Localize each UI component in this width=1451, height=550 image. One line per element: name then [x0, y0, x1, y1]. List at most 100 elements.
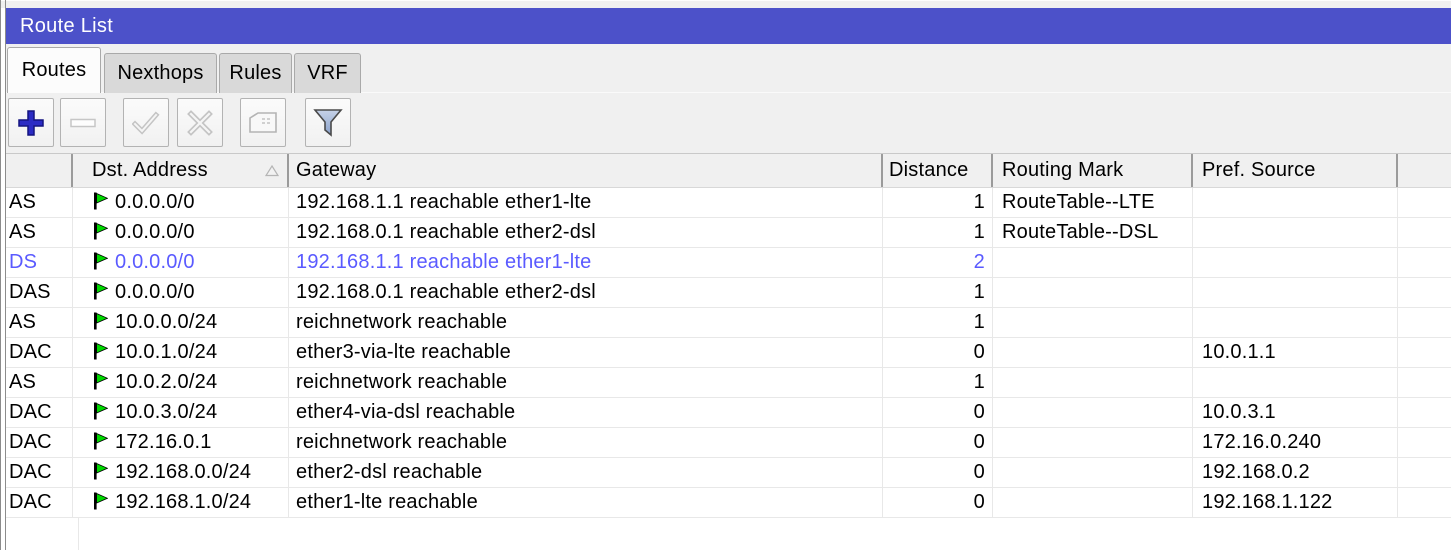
route-gateway-cell: ether4-via-dsl reachable — [289, 398, 883, 427]
tabstrip-divider — [6, 92, 1451, 93]
route-distance-cell: 1 — [883, 218, 993, 247]
tab-vrf[interactable]: VRF — [294, 53, 361, 93]
window-left-border — [0, 0, 6, 550]
route-gateway-cell: reichnetwork reachable — [289, 428, 883, 457]
route-dst-cell: 0.0.0.0/0 — [73, 248, 289, 277]
route-dst-cell: 0.0.0.0/0 — [73, 188, 289, 217]
route-gateway-cell: 192.168.1.1 reachable ether1-lte — [289, 188, 883, 217]
disable-route-button[interactable] — [177, 98, 223, 147]
route-empty-cell — [1398, 218, 1451, 247]
column-header-pref-source[interactable]: Pref. Source — [1193, 154, 1398, 187]
route-empty-cell — [1398, 278, 1451, 307]
tab-label: VRF — [307, 62, 348, 84]
route-gateway-cell: 192.168.0.1 reachable ether2-dsl — [289, 218, 883, 247]
table-row[interactable]: DS 0.0.0.0/0 192.168.1.1 reachable ether… — [6, 248, 1451, 278]
route-flag-icon — [92, 340, 115, 367]
route-pref-source-cell: 10.0.3.1 — [1193, 398, 1398, 427]
tab-rules[interactable]: Rules — [219, 53, 292, 93]
route-routing-mark-cell — [993, 338, 1193, 367]
route-empty-cell — [1398, 248, 1451, 277]
route-gateway-cell: reichnetwork reachable — [289, 368, 883, 397]
column-header-gateway[interactable]: Gateway — [289, 154, 883, 187]
route-pref-source-cell: 192.168.1.122 — [1193, 488, 1398, 517]
table-row[interactable]: DAC 10.0.1.0/24 ether3-via-lte reachable… — [6, 338, 1451, 368]
minus-icon — [70, 118, 96, 127]
enable-route-button[interactable] — [123, 98, 169, 147]
table-row[interactable]: AS 10.0.0.0/24 reichnetwork reachable 1 — [6, 308, 1451, 338]
route-flag-icon — [92, 310, 115, 337]
check-icon — [132, 110, 160, 135]
column-line-extension — [78, 518, 79, 550]
route-gateway-cell: ether3-via-lte reachable — [289, 338, 883, 367]
route-pref-source-cell: 192.168.0.2 — [1193, 458, 1398, 487]
route-routing-mark-cell — [993, 278, 1193, 307]
table-row[interactable]: DAC 172.16.0.1 reichnetwork reachable 0 … — [6, 428, 1451, 458]
filter-button[interactable] — [305, 98, 351, 147]
tab-label: Rules — [229, 62, 282, 84]
route-routing-mark-cell — [993, 368, 1193, 397]
route-flag-icon — [92, 400, 115, 427]
route-flags-cell: DS — [6, 248, 73, 277]
route-distance-cell: 2 — [883, 248, 993, 277]
sort-ascending-icon — [265, 165, 279, 177]
tab-routes[interactable]: Routes — [7, 47, 101, 93]
route-dst-cell: 10.0.2.0/24 — [73, 368, 289, 397]
remove-route-button[interactable] — [60, 98, 106, 147]
route-distance-cell: 0 — [883, 338, 993, 367]
route-flag-icon — [92, 460, 115, 487]
route-routing-mark-cell — [993, 488, 1193, 517]
route-empty-cell — [1398, 308, 1451, 337]
route-empty-cell — [1398, 488, 1451, 517]
route-distance-cell: 0 — [883, 458, 993, 487]
table-row[interactable]: DAC 192.168.1.0/24 ether1-lte reachable … — [6, 488, 1451, 518]
table-row[interactable]: AS 0.0.0.0/0 192.168.1.1 reachable ether… — [6, 188, 1451, 218]
tab-label: Nexthops — [117, 62, 204, 84]
comment-route-button[interactable] — [240, 98, 286, 147]
table-row[interactable]: AS 0.0.0.0/0 192.168.0.1 reachable ether… — [6, 218, 1451, 248]
route-distance-cell: 0 — [883, 398, 993, 427]
column-header-flags[interactable] — [6, 154, 73, 187]
route-empty-cell — [1398, 428, 1451, 457]
window-top-border — [0, 0, 1451, 8]
route-gateway-cell: reichnetwork reachable — [289, 308, 883, 337]
tab-nexthops[interactable]: Nexthops — [104, 53, 217, 93]
table-header: Dst. Address Gateway Distance Routing Ma… — [6, 153, 1451, 188]
route-routing-mark-cell: RouteTable--DSL — [993, 218, 1193, 247]
table-row[interactable]: DAC 192.168.0.0/24 ether2-dsl reachable … — [6, 458, 1451, 488]
route-dst-cell: 10.0.3.0/24 — [73, 398, 289, 427]
route-dst-cell: 10.0.1.0/24 — [73, 338, 289, 367]
add-route-button[interactable] — [8, 98, 54, 147]
route-flag-icon — [92, 490, 115, 517]
route-empty-cell — [1398, 458, 1451, 487]
table-row[interactable]: AS 10.0.2.0/24 reichnetwork reachable 1 — [6, 368, 1451, 398]
route-distance-cell: 1 — [883, 278, 993, 307]
table-row[interactable]: DAS 0.0.0.0/0 192.168.0.1 reachable ethe… — [6, 278, 1451, 308]
route-flags-cell: DAC — [6, 398, 73, 427]
route-flags-cell: AS — [6, 218, 73, 247]
route-routing-mark-cell — [993, 398, 1193, 427]
route-empty-cell — [1398, 338, 1451, 367]
route-dst-cell: 172.16.0.1 — [73, 428, 289, 457]
route-pref-source-cell: 10.0.1.1 — [1193, 338, 1398, 367]
column-header-distance[interactable]: Distance — [883, 154, 993, 187]
cross-icon — [187, 109, 213, 136]
routes-table: Dst. Address Gateway Distance Routing Ma… — [6, 153, 1451, 550]
window-titlebar[interactable]: Route List — [6, 8, 1451, 44]
route-routing-mark-cell — [993, 428, 1193, 457]
column-header-routing-mark[interactable]: Routing Mark — [993, 154, 1193, 187]
route-flag-icon — [92, 220, 115, 247]
route-gateway-cell: ether1-lte reachable — [289, 488, 883, 517]
route-flags-cell: DAS — [6, 278, 73, 307]
route-flag-icon — [92, 430, 115, 457]
route-dst-cell: 192.168.1.0/24 — [73, 488, 289, 517]
route-flags-cell: AS — [6, 308, 73, 337]
column-header-dst-address[interactable]: Dst. Address — [73, 154, 289, 187]
route-pref-source-cell — [1193, 308, 1398, 337]
route-gateway-cell: ether2-dsl reachable — [289, 458, 883, 487]
route-dst-cell: 10.0.0.0/24 — [73, 308, 289, 337]
route-gateway-cell: 192.168.0.1 reachable ether2-dsl — [289, 278, 883, 307]
route-dst-cell: 0.0.0.0/0 — [73, 218, 289, 247]
route-distance-cell: 0 — [883, 488, 993, 517]
route-flags-cell: DAC — [6, 338, 73, 367]
table-row[interactable]: DAC 10.0.3.0/24 ether4-via-dsl reachable… — [6, 398, 1451, 428]
